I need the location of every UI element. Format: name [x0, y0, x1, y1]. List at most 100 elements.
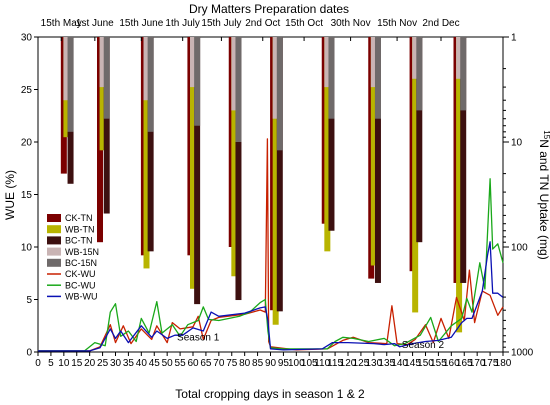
x-axis-title: Total cropping days in season 1 & 2: [175, 387, 365, 401]
x-tick-label-28: 140: [391, 358, 408, 369]
y-right-tick-label-0: 1: [511, 33, 517, 44]
x-tick-label-18: 90: [265, 358, 277, 369]
bar-bc-tn-3: [194, 37, 201, 305]
date-label-1: 1st June: [76, 18, 114, 29]
bar-bc-15n-9: [460, 37, 467, 111]
bar-bc-tn-9: [460, 37, 467, 283]
bar-wb-tn-6: [324, 37, 331, 252]
x-tick-label-16: 80: [239, 358, 251, 369]
y-axis-right-title: 15N and TN Uptake (mg): [537, 130, 550, 259]
x-tick-label-21: 105: [301, 358, 318, 369]
date-label-4: 15th July: [201, 18, 241, 29]
bar-wb-15n-2: [143, 37, 150, 101]
x-tick-label-3: 15: [71, 358, 83, 369]
x-tick-label-33: 165: [456, 358, 473, 369]
x-tick-label-34: 170: [469, 358, 486, 369]
legend-label-bc-tn: BC-TN: [65, 236, 93, 246]
bar-bc-15n-1: [103, 37, 110, 119]
legend-swatch-wb-15n: [47, 247, 61, 256]
date-label-7: 30th Nov: [331, 18, 371, 29]
legend-label-ck-wu: CK-WU: [65, 269, 96, 279]
legend-label-bc-15n: BC-15N: [65, 258, 97, 268]
date-label-8: 15th Nov: [377, 18, 417, 29]
x-tick-label-15: 75: [226, 358, 238, 369]
bar-bc-tn-5: [276, 37, 283, 312]
bar-wb-tn-7: [370, 37, 377, 266]
legend-swatch-ck-tn: [47, 214, 61, 222]
bar-wb-tn-3: [190, 37, 196, 289]
bar-bc-tn-1: [103, 37, 110, 214]
bar-wb-tn-2: [143, 37, 150, 269]
bar-wb-15n-0: [63, 37, 70, 101]
y-left-tick-label-2: 10: [21, 243, 33, 254]
legend-label-wb-15n: WB-15N: [65, 247, 99, 257]
bar-wb-15n-4: [231, 37, 238, 111]
bar-bc-tn-7: [374, 37, 381, 283]
bar-bc-15n-5: [276, 37, 283, 151]
x-tick-label-35: 175: [482, 358, 499, 369]
x-tick-label-30: 150: [417, 358, 434, 369]
bar-bc-tn-4: [235, 37, 242, 301]
x-tick-label-25: 125: [353, 358, 370, 369]
y-right-tick-label-3: 1000: [511, 348, 534, 359]
x-tick-label-36: 180: [495, 358, 512, 369]
x-tick-label-26: 130: [365, 358, 382, 369]
legend-swatch-wb-tn: [47, 225, 61, 234]
x-tick-label-8: 40: [136, 358, 148, 369]
x-tick-label-13: 65: [200, 358, 212, 369]
y-left-tick-label-5: 25: [21, 85, 33, 96]
season-label-1: Season 2: [402, 340, 445, 351]
bar-bc-15n-0: [67, 37, 74, 132]
x-tick-label-22: 110: [314, 358, 330, 369]
y-axis-left-title: WUE (%): [3, 170, 17, 220]
x-tick-label-0: 0: [35, 358, 41, 369]
bar-wb-15n-6: [324, 37, 331, 88]
x-tick-label-11: 55: [175, 358, 187, 369]
x-tick-label-6: 30: [110, 358, 122, 369]
bar-bc-tn-8: [416, 37, 423, 243]
bar-bc-tn-6: [328, 37, 335, 231]
bar-wb-15n-1: [99, 37, 106, 88]
x-tick-label-19: 95: [278, 358, 290, 369]
date-label-3: 1th July: [165, 18, 199, 29]
y-right-tick-label-2: 100: [511, 243, 528, 254]
date-label-0: 15th May: [41, 18, 82, 29]
line-series: [38, 138, 504, 352]
x-tick-label-32: 160: [443, 358, 460, 369]
bar-bc-15n-6: [328, 37, 335, 119]
bar-wb-15n-5: [272, 37, 279, 119]
x-tick-label-27: 135: [378, 358, 395, 369]
x-tick-label-9: 45: [149, 358, 161, 369]
x-tick-label-29: 145: [404, 358, 421, 369]
bar-groups: [60, 37, 467, 333]
season-label-0: Season 1: [177, 333, 220, 344]
legend-label-bc-wu: BC-WU: [65, 280, 96, 290]
bar-wb-15n-3: [190, 37, 196, 88]
bar-bc-15n-7: [374, 37, 381, 119]
bar-wb-tn-4: [231, 37, 238, 277]
x-tick-label-24: 120: [340, 358, 357, 369]
bar-wb-tn-1: [99, 37, 106, 151]
line-wb-wu: [38, 241, 504, 352]
bar-bc-15n-4: [235, 37, 242, 142]
axis-ticks: 0 5 10 15 20 25 30 35 40 45 50 55 60 65 70 75 80 85 90 95 10…: [21, 33, 534, 370]
x-tick-label-10: 50: [162, 358, 174, 369]
legend-swatch-bc-15n: [47, 258, 61, 267]
line-bc-wu: [38, 178, 504, 352]
bar-wb-tn-9: [456, 37, 463, 333]
x-tick-label-31: 155: [430, 358, 447, 369]
legend-label-wb-wu: WB-WU: [65, 292, 98, 302]
date-label-2: 15th June: [119, 18, 163, 29]
bar-wb-tn-5: [272, 37, 279, 325]
date-label-9: 2nd Dec: [422, 18, 459, 29]
y-left-tick-label-0: 0: [26, 348, 32, 359]
x-tick-label-14: 70: [213, 358, 225, 369]
x-tick-label-20: 100: [288, 358, 305, 369]
y-right-tick-label-1: 10: [511, 138, 523, 149]
bar-bc-15n-8: [416, 37, 423, 111]
date-label-6: 15th Oct: [285, 18, 323, 29]
bar-wb-15n-9: [456, 37, 463, 79]
legend-label-wb-tn: WB-TN: [65, 224, 95, 234]
